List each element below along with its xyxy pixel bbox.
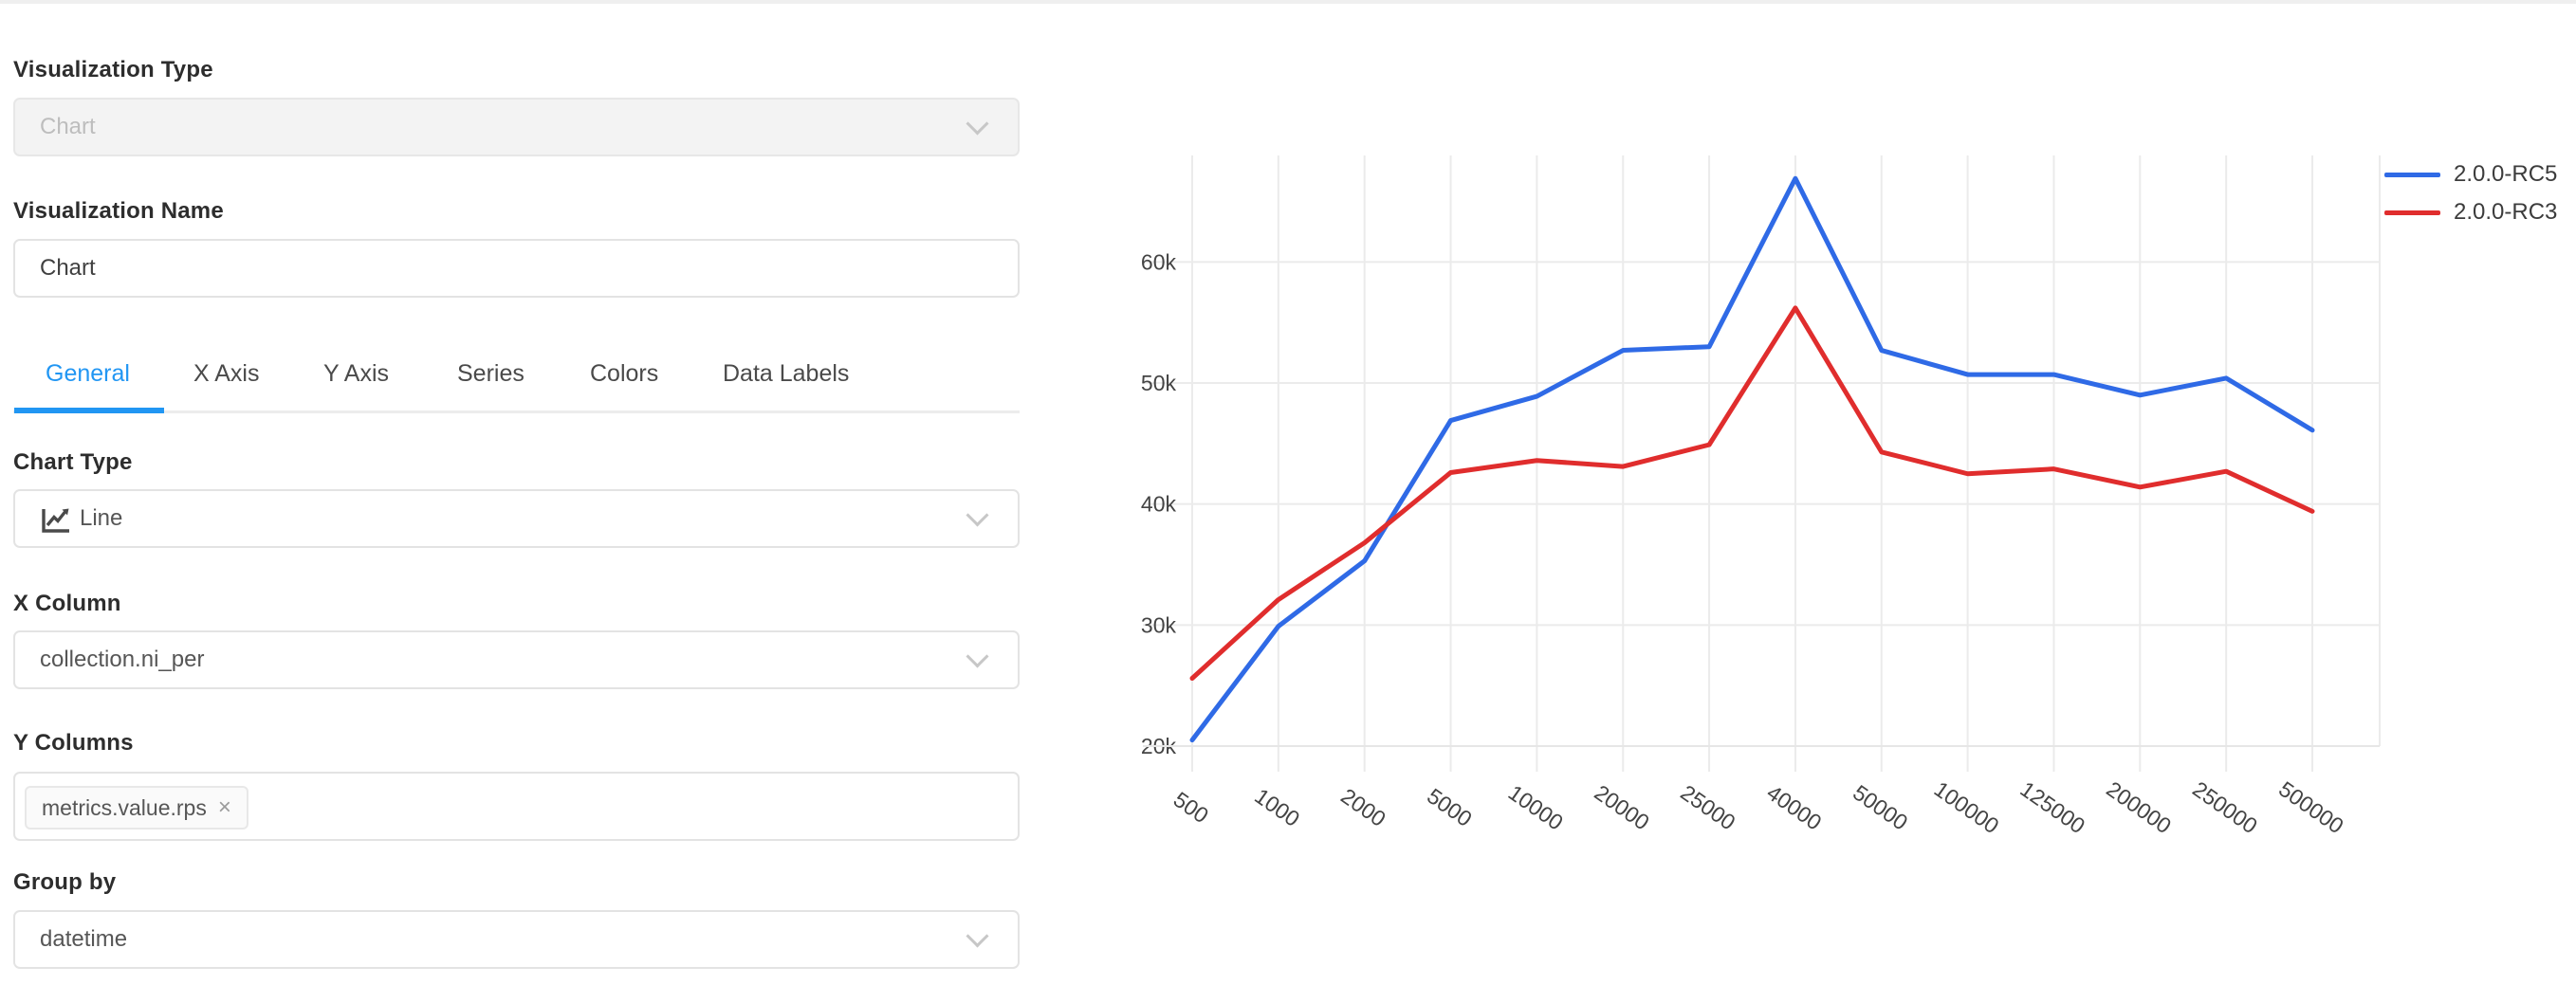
x-tick-label: 20000 xyxy=(1590,780,1653,835)
x-tick-label: 125000 xyxy=(2015,776,2089,838)
x-tick-label: 10000 xyxy=(1504,780,1568,835)
series-line-2.0.0-RC5[interactable] xyxy=(1189,175,2315,743)
x-tick-label: 250000 xyxy=(2188,776,2262,838)
visualization-type-value: Chart xyxy=(40,114,96,139)
tab-colors[interactable]: Colors xyxy=(590,360,659,387)
series-line-2.0.0-RC3[interactable] xyxy=(1189,305,2315,682)
legend-item-2.0.0-RC3[interactable]: 2.0.0-RC3 xyxy=(2384,193,2557,231)
remove-tag-icon[interactable]: × xyxy=(217,794,231,820)
chart-legend: 2.0.0-RC5 2.0.0-RC3 xyxy=(2384,155,2557,231)
y-tick-label: 50k xyxy=(1141,371,1177,395)
x-tick-label: 200000 xyxy=(2102,776,2176,838)
x-tick-label: 5000 xyxy=(1423,783,1477,831)
x-tick-label: 500000 xyxy=(2274,776,2348,838)
x-tick-label: 500 xyxy=(1169,787,1213,828)
x-tick-label: 40000 xyxy=(1762,780,1826,835)
y-column-tag[interactable]: metrics.value.rps × xyxy=(25,786,248,830)
y-tick-label: 30k xyxy=(1141,612,1177,637)
x-tick-label: 100000 xyxy=(1930,776,2004,838)
visualization-type-select[interactable]: Chart xyxy=(13,98,1020,156)
y-columns-label: Y Columns xyxy=(13,730,134,756)
x-tick-label: 1000 xyxy=(1250,783,1304,831)
legend-label: 2.0.0-RC5 xyxy=(2454,161,2558,187)
active-tab-indicator xyxy=(14,408,164,413)
legend-label: 2.0.0-RC3 xyxy=(2454,199,2558,225)
x-column-label: X Column xyxy=(13,591,121,616)
tabs-divider xyxy=(13,410,1020,413)
chart-type-value: Line xyxy=(80,505,123,531)
group-by-select[interactable]: datetime xyxy=(13,910,1020,969)
y-tick-label: 40k xyxy=(1141,492,1177,517)
x-tick-label: 2000 xyxy=(1336,783,1390,831)
tab-y-axis[interactable]: Y Axis xyxy=(323,360,390,387)
tab-x-axis[interactable]: X Axis xyxy=(193,360,260,387)
visualization-name-input[interactable] xyxy=(13,239,1020,298)
x-tick-label: 25000 xyxy=(1676,780,1739,835)
tab-general[interactable]: General xyxy=(46,360,130,387)
chart-type-label: Chart Type xyxy=(13,449,133,475)
tab-data-labels[interactable]: Data Labels xyxy=(723,360,850,387)
visualization-type-label: Visualization Type xyxy=(13,57,213,82)
line-chart-icon xyxy=(42,508,69,533)
x-tick-label: 50000 xyxy=(1849,780,1912,835)
y-column-tag-text: metrics.value.rps xyxy=(42,794,207,820)
legend-swatch xyxy=(2384,172,2440,177)
group-by-value: datetime xyxy=(40,926,128,952)
visualization-name-label: Visualization Name xyxy=(13,198,224,224)
group-by-label: Group by xyxy=(13,869,117,895)
y-columns-select[interactable]: metrics.value.rps × xyxy=(13,772,1020,841)
x-column-value: collection.ni_per xyxy=(40,647,205,672)
chart-type-select[interactable]: Line xyxy=(13,489,1020,548)
y-tick-label: 60k xyxy=(1141,249,1177,274)
legend-item-2.0.0-RC5[interactable]: 2.0.0-RC5 xyxy=(2384,155,2557,193)
legend-swatch xyxy=(2384,210,2440,215)
x-column-select[interactable]: collection.ni_per xyxy=(13,630,1020,689)
tab-series[interactable]: Series xyxy=(457,360,524,387)
